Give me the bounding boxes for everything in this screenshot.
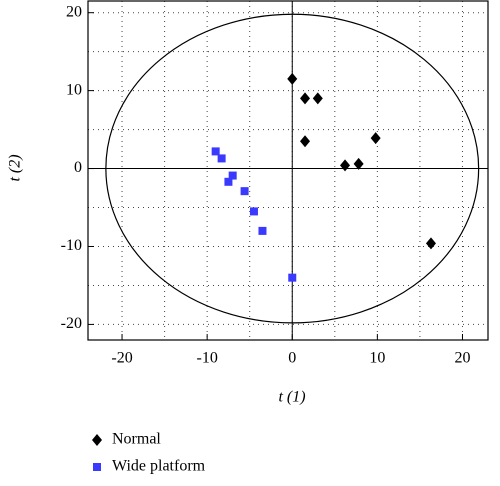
y-tick-label: -10	[61, 237, 82, 254]
x-tick-label: 10	[369, 350, 385, 367]
legend-label: Wide platform	[112, 458, 206, 475]
legend-marker	[92, 434, 102, 446]
point	[224, 177, 233, 186]
point	[340, 159, 351, 172]
legend-marker	[93, 463, 101, 471]
point	[370, 132, 381, 145]
y-tick-label: 20	[66, 3, 82, 20]
point	[228, 171, 237, 180]
y-tick-label: 10	[66, 81, 82, 98]
plot-frame	[87, 0, 489, 341]
point	[300, 92, 311, 105]
point	[312, 92, 323, 105]
point	[249, 207, 258, 216]
confidence-ellipse	[105, 13, 480, 324]
legend-label: Normal	[112, 431, 161, 448]
y-tick-label: -20	[61, 315, 82, 332]
point	[425, 237, 436, 250]
point	[217, 154, 226, 163]
x-tick-label: 20	[454, 350, 470, 367]
x-axis-label: t (1)	[278, 389, 305, 406]
x-tick-label: -10	[196, 350, 217, 367]
point	[287, 72, 298, 85]
point	[353, 157, 364, 170]
y-axis-label: t (2)	[7, 154, 24, 181]
x-tick-label: -20	[111, 350, 132, 367]
point	[288, 273, 297, 282]
point	[258, 226, 267, 235]
point	[211, 147, 220, 156]
point	[300, 135, 311, 148]
point	[240, 187, 249, 196]
y-tick-label: 0	[74, 159, 82, 176]
x-tick-label: 0	[288, 350, 296, 367]
